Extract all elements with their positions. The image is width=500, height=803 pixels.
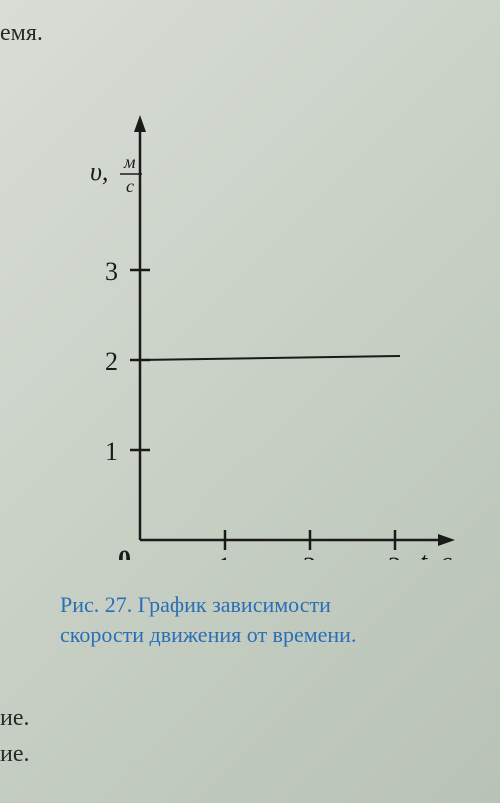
caption-line-2: скорости движения от времени.: [60, 622, 356, 647]
x-tick-label-3: 3: [388, 552, 401, 560]
caption-line-1: Рис. 27. График зависимости: [60, 592, 331, 617]
text-fragment-bottom-1: ие.: [0, 700, 30, 736]
x-axis-label: t, c: [420, 547, 452, 560]
y-axis-unit-denominator: c: [126, 176, 134, 196]
y-axis-unit-numerator: м: [123, 152, 136, 172]
velocity-time-chart: υ, м c t, c 0 1 2 3 1 2 3: [80, 110, 460, 560]
y-tick-label-3: 3: [105, 257, 118, 286]
text-fragments-bottom: ие. ие.: [0, 700, 30, 772]
y-tick-label-1: 1: [105, 437, 118, 466]
text-fragment-bottom-2: ие.: [0, 736, 30, 772]
text-fragment-top: емя.: [0, 20, 43, 47]
figure-caption: Рис. 27. График зависимости скорости дви…: [60, 590, 480, 649]
x-tick-label-2: 2: [303, 552, 316, 560]
y-axis-arrow: [134, 115, 146, 132]
x-tick-label-1: 1: [218, 552, 231, 560]
y-axis-label: υ,: [90, 157, 108, 186]
origin-label: 0: [118, 545, 131, 560]
y-tick-label-2: 2: [105, 347, 118, 376]
velocity-data-line: [140, 356, 400, 360]
x-axis-arrow: [438, 534, 455, 546]
